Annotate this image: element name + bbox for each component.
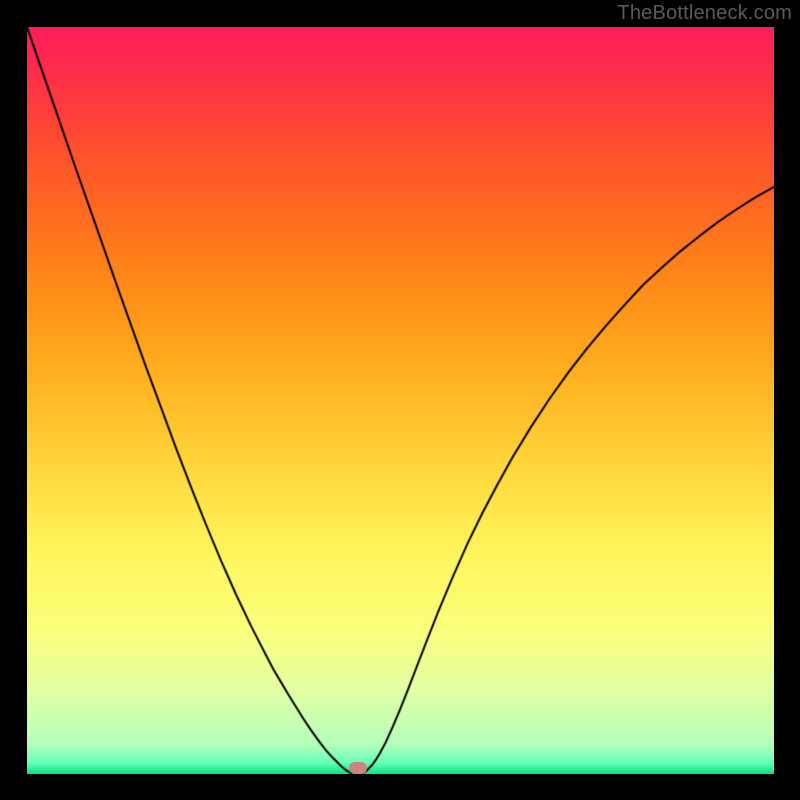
plot-area (27, 27, 774, 774)
optimum-marker (349, 762, 367, 774)
watermark-text: TheBottleneck.com (617, 2, 792, 25)
bottleneck-curve (27, 27, 774, 774)
